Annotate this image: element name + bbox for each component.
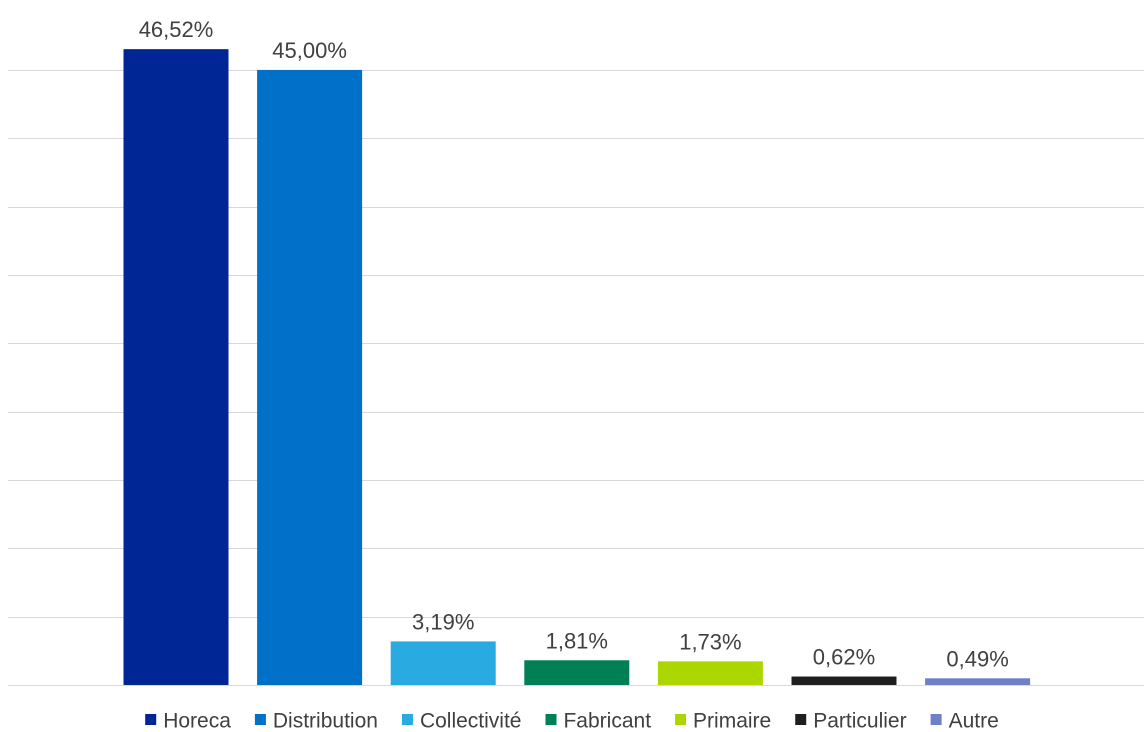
data-label: 1,81% bbox=[546, 628, 608, 653]
legend-item: Horeca bbox=[145, 710, 231, 732]
bar-autre bbox=[925, 678, 1031, 685]
bar-collectivité bbox=[390, 641, 496, 685]
bars bbox=[123, 49, 1031, 686]
data-label: 46,52% bbox=[139, 17, 214, 42]
data-labels: 46,52% 45,00% 3,19% 1,81% 1,73% 0,62% 0,49% bbox=[139, 17, 1009, 671]
data-label: 0,49% bbox=[946, 646, 1008, 671]
bar-primaire bbox=[657, 661, 763, 685]
legend-item: Distribution bbox=[254, 710, 378, 732]
bar-fabricant bbox=[524, 660, 630, 685]
legend-label: Primaire bbox=[693, 710, 771, 732]
legend-swatch bbox=[545, 714, 557, 725]
legend-swatch bbox=[795, 714, 807, 725]
legend-swatch bbox=[675, 714, 687, 725]
legend-label: Autre bbox=[949, 710, 999, 732]
legend-label: Fabricant bbox=[563, 710, 651, 732]
legend-item: Particulier bbox=[795, 710, 907, 732]
legend-swatch bbox=[930, 714, 942, 725]
legend-label: Collectivité bbox=[420, 710, 522, 732]
bar-particulier bbox=[791, 676, 897, 685]
legend-swatch bbox=[254, 714, 266, 725]
data-label: 3,19% bbox=[412, 609, 474, 634]
legend-label: Distribution bbox=[273, 710, 378, 732]
legend-item: Primaire bbox=[675, 710, 771, 732]
legend: Horeca Distribution Collectivité Fabricant P… bbox=[145, 710, 999, 732]
bar-horeca bbox=[123, 49, 229, 686]
data-label: 1,73% bbox=[679, 629, 741, 654]
legend-item: Fabricant bbox=[545, 710, 651, 732]
data-label: 0,62% bbox=[813, 645, 875, 670]
data-label: 45,00% bbox=[272, 38, 347, 63]
legend-label: Particulier bbox=[813, 710, 906, 732]
bar-distribution bbox=[257, 69, 363, 685]
legend-label: Horeca bbox=[163, 710, 231, 732]
legend-swatch bbox=[401, 714, 413, 725]
legend-item: Collectivité bbox=[401, 710, 522, 732]
legend-item: Autre bbox=[930, 710, 999, 732]
legend-swatch bbox=[145, 714, 157, 725]
